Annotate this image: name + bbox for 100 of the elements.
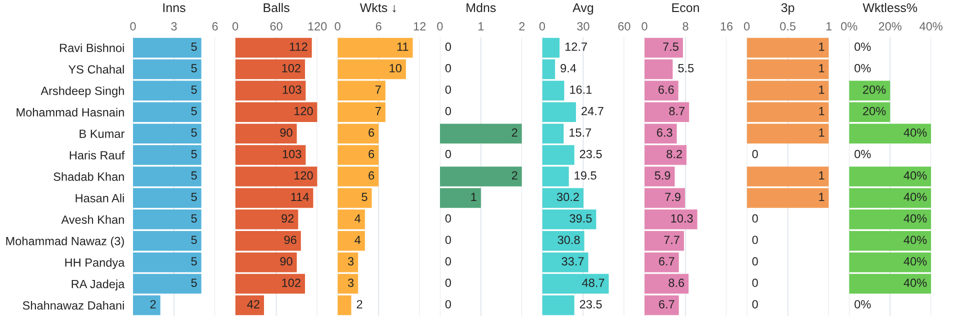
data-label: 0%: [854, 150, 871, 158]
data-label: 102: [282, 64, 300, 72]
y-tick-label: Avesh Khan: [61, 215, 124, 224]
data-label: 103: [282, 85, 302, 94]
data-label: 0: [445, 150, 452, 158]
x-tick-label: 60: [270, 22, 282, 30]
x-tick-label: 3: [171, 22, 177, 30]
data-label: 114: [291, 192, 309, 202]
data-label: 0: [752, 214, 758, 223]
data-label: 39.5: [570, 214, 592, 223]
y-tick-label: Haris Rauf: [70, 150, 125, 160]
x-tick-label: 0: [130, 22, 136, 30]
data-label: 5: [191, 86, 197, 94]
x-tick-label: 0: [539, 22, 546, 30]
data-label: 48.7: [582, 278, 604, 287]
data-label: 0%: [854, 64, 871, 72]
data-label: 7.5: [663, 42, 678, 51]
y-tick-label: HH Pandya: [65, 258, 125, 270]
data-label: 40%: [904, 278, 927, 287]
data-label: 0: [445, 64, 452, 72]
data-label: 96: [284, 236, 296, 244]
data-label: 19.5: [574, 171, 596, 180]
data-label: 0: [445, 85, 452, 94]
bar: [644, 38, 683, 58]
data-label: 15.7: [570, 128, 592, 137]
data-label: 5: [191, 257, 197, 266]
data-label: 5: [191, 278, 197, 287]
x-tick-label: 20%: [878, 22, 902, 30]
x-tick-label: 12: [414, 22, 426, 30]
data-label: 30.2: [556, 192, 579, 202]
data-label: 40%: [904, 128, 927, 137]
chart-title: Econ: [672, 3, 699, 12]
data-label: 1: [819, 64, 824, 72]
data-label: 1: [819, 171, 824, 180]
data-label: 120: [294, 171, 313, 180]
data-label: 103: [282, 150, 302, 158]
x-tick-label: 120: [308, 22, 327, 30]
data-label: 5: [191, 107, 197, 116]
data-label: 5: [191, 42, 197, 51]
x-tick-label: 2: [519, 22, 525, 30]
bar: [235, 38, 312, 58]
bar: [542, 295, 574, 316]
data-label: 20%: [863, 106, 886, 116]
data-label: 3: [348, 278, 354, 287]
data-label: 4: [354, 214, 361, 222]
bar: [644, 295, 679, 316]
data-label: 7: [375, 86, 381, 94]
data-label: 5: [191, 236, 197, 244]
y-tick-label: Mohammad Nawaz (3): [6, 236, 124, 248]
data-label: 0%: [854, 42, 871, 51]
data-label: 1: [819, 192, 824, 202]
data-label: 7.9: [665, 192, 680, 202]
x-tick-label: 6: [212, 22, 218, 30]
data-label: 42: [247, 300, 260, 308]
chart-title: Wkts ↓: [360, 2, 396, 12]
data-label: 3: [348, 257, 354, 266]
data-label: 0: [445, 236, 452, 244]
data-label: 6.6: [658, 85, 674, 94]
data-label: 1: [819, 107, 824, 116]
data-label: 8.6: [668, 278, 684, 287]
x-tick-label: 16: [720, 22, 733, 30]
x-tick-label: 0: [744, 22, 750, 30]
data-label: 5: [191, 64, 197, 72]
y-tick-label: Hasan Ali: [76, 194, 124, 202]
data-label: 4: [354, 236, 361, 244]
x-tick-label: 1: [478, 22, 484, 30]
data-label: 7.7: [664, 236, 680, 244]
bar: [338, 38, 413, 58]
data-label: 1: [819, 42, 824, 51]
data-label: 40%: [904, 171, 927, 180]
data-label: 6.3: [656, 128, 672, 137]
data-label: 5: [191, 192, 197, 202]
chart-title: Balls: [264, 2, 290, 12]
data-label: 2: [150, 300, 156, 308]
x-tick-label: 0: [437, 22, 443, 30]
chart-title: Wktless%: [862, 2, 918, 12]
data-label: 5: [362, 192, 368, 202]
data-label: 23.5: [580, 150, 602, 158]
data-label: 5: [191, 150, 197, 158]
bar: [644, 59, 673, 80]
bar: [338, 274, 358, 294]
data-label: 8.7: [669, 106, 684, 116]
data-label: 6.7: [659, 300, 674, 308]
data-label: 6: [368, 171, 374, 180]
data-label: 30.8: [558, 236, 580, 244]
data-label: 16.1: [570, 85, 592, 94]
data-label: 7: [375, 107, 381, 116]
data-label: 2: [512, 128, 518, 137]
data-label: 0%: [854, 300, 871, 308]
data-label: 8.2: [666, 150, 682, 158]
data-label: 2: [356, 300, 362, 308]
x-tick-label: 0.5: [780, 22, 796, 30]
bar: [542, 274, 609, 294]
bar: [235, 59, 305, 80]
data-label: 12.7: [565, 42, 587, 51]
data-label: 40%: [904, 214, 927, 223]
y-tick-label: Mohammad Hasnain: [16, 108, 124, 117]
data-label: 0: [752, 300, 758, 308]
x-tick-label: 0: [334, 22, 340, 30]
data-label: 0: [752, 236, 758, 244]
